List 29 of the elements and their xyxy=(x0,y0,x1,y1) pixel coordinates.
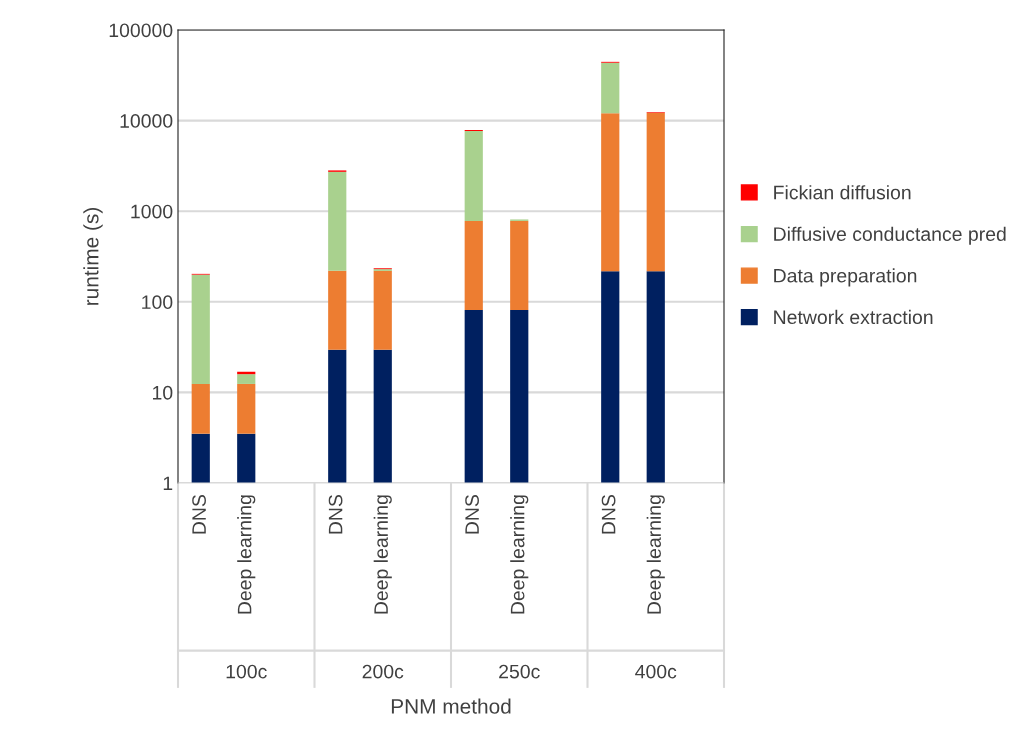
x-tick-label: DNS xyxy=(328,495,343,534)
text: 400c xyxy=(635,664,677,679)
text: 250c xyxy=(499,664,540,679)
y-axis-title: runtime (s) xyxy=(83,208,103,305)
y-tick-label: 10 xyxy=(153,385,173,400)
x-tick-label: DNS xyxy=(465,495,479,534)
bar xyxy=(191,274,210,384)
x-tick-label: Deep learning xyxy=(237,495,256,614)
x-tick-label: DNS xyxy=(601,495,616,534)
x-axis-title: PNM method xyxy=(391,698,511,714)
y-tick-label: 100000 xyxy=(109,23,173,38)
bar xyxy=(464,130,483,221)
bar xyxy=(328,171,347,271)
y-tick-label: 1000 xyxy=(131,204,173,219)
text: 200c xyxy=(362,664,404,679)
y-tick-label: 1 xyxy=(163,476,173,491)
legend-label: Fickian diffusion xyxy=(774,185,911,200)
y-tick-label: 100 xyxy=(142,295,173,310)
x-tick-label: Deep learning xyxy=(373,495,392,614)
legend-label: Data preparation xyxy=(774,268,917,287)
y-tick-label: 10000 xyxy=(120,114,173,128)
legend-label: Network extraction xyxy=(774,309,933,325)
legend-label: Diffusive conductance pred xyxy=(774,226,1006,245)
text: 100c xyxy=(226,664,267,679)
bar xyxy=(237,374,256,384)
x-tick-label: Deep learning xyxy=(510,495,529,614)
x-tick-label: DNS xyxy=(192,495,206,534)
x-tick-label: Deep learning xyxy=(646,495,665,614)
bar xyxy=(601,62,620,114)
